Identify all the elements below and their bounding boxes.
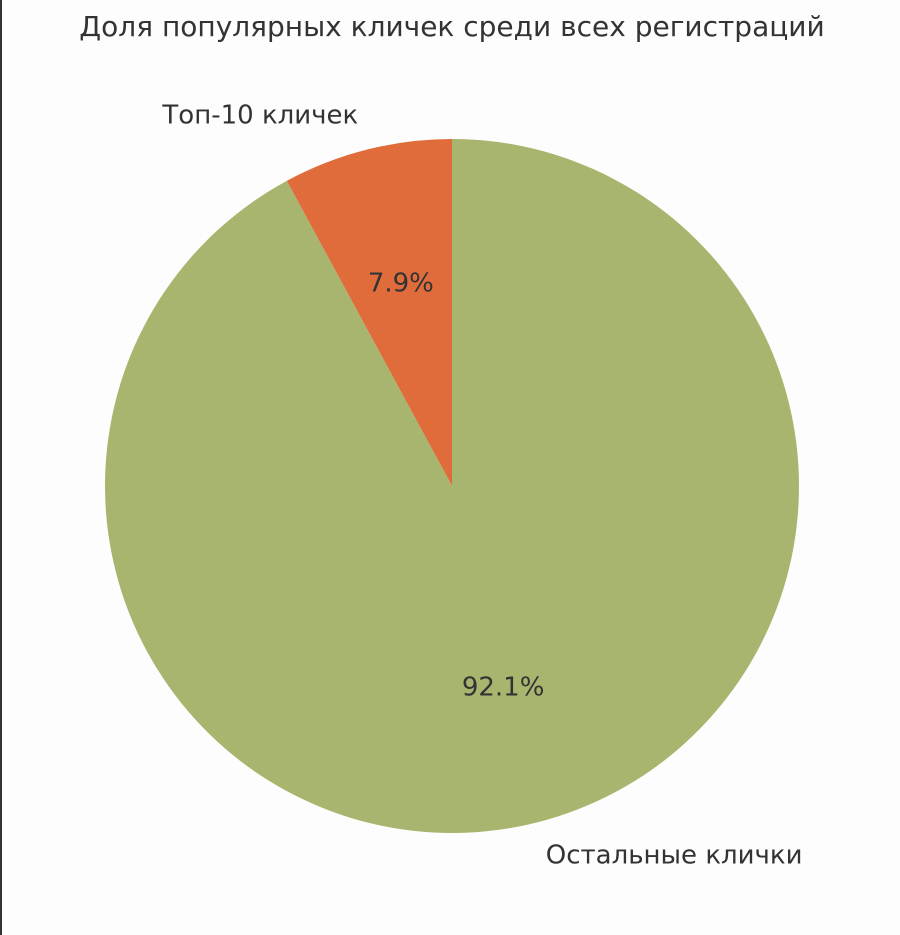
pie-slice	[286, 139, 452, 486]
slice-label: Топ-10 кличек	[161, 100, 358, 130]
slice-label: Остальные клички	[546, 841, 803, 871]
chart-title: Доля популярных кличек среди всех регист…	[79, 10, 824, 43]
value-label: 92.1%	[462, 672, 545, 702]
pie-slice	[104, 139, 799, 833]
value-label: 7.9%	[368, 269, 434, 299]
